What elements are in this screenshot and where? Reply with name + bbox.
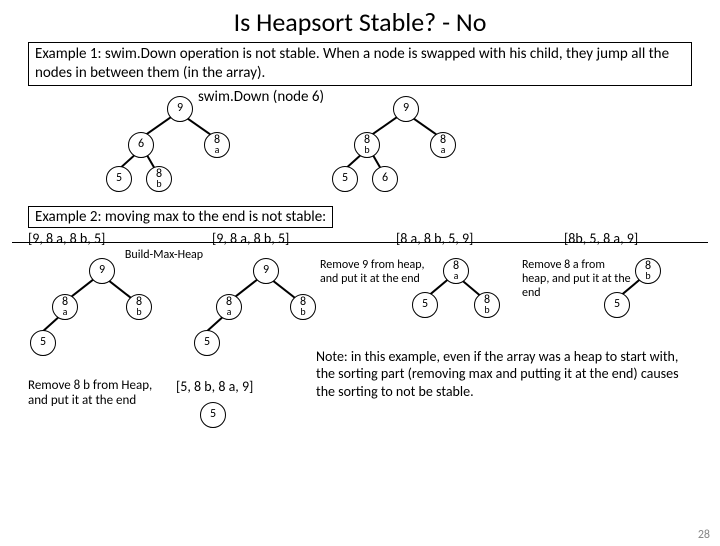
note: Note: in this example, even if the array…	[316, 348, 696, 401]
tc-n2: 5	[412, 292, 438, 318]
arr5: [5, 8 b, 8 a, 9]	[176, 378, 253, 395]
ta-n4: 5	[30, 330, 56, 356]
te-n1: 5	[200, 402, 226, 428]
example2-label: Example 2: moving max to the end is not …	[28, 206, 333, 228]
ta-n1: 9	[89, 258, 115, 284]
e1-r-n5: 6	[372, 166, 398, 192]
td-n2: 5	[604, 292, 630, 318]
tb-n3: 8b	[290, 294, 316, 320]
arr2: [9, 8 a, 8 b, 5]	[212, 230, 289, 247]
e1-l-n2: 6	[128, 132, 154, 158]
example2-stage: [9, 8 a, 8 b, 5] [9, 8 a, 8 b, 5] [8 a, …	[0, 230, 720, 490]
ta-n3: 8b	[126, 294, 152, 320]
e1-r-n2: 8b	[354, 132, 380, 158]
step1: Build-Max-Heap	[104, 248, 224, 262]
swim-label: swim.Down (node 6)	[198, 88, 324, 106]
tc-n3: 8b	[474, 292, 500, 318]
e1-r-n3: 8a	[430, 132, 456, 158]
tb-n2: 8a	[216, 294, 242, 320]
arr4: [8b, 5, 8 a, 9]	[564, 230, 638, 247]
ta-n2: 8a	[52, 294, 78, 320]
e1-l-n5: 8b	[146, 166, 172, 192]
e1-r-n1: 9	[393, 96, 419, 122]
arr1: [9, 8 a, 8 b, 5]	[28, 230, 105, 247]
td-n1: 8b	[635, 258, 661, 284]
e1-l-n3: 8a	[204, 132, 230, 158]
arr3: [8 a, 8 b, 5, 9]	[396, 230, 473, 247]
tb-n4: 5	[194, 330, 220, 356]
e1-l-n1: 9	[167, 96, 193, 122]
tc-n1: 8a	[443, 258, 469, 284]
e1-l-n4: 5	[106, 166, 132, 192]
e1-r-n4: 5	[332, 166, 358, 192]
page-title: Is Heapsort Stable? - No	[0, 6, 720, 38]
step2: Remove 9 from heap, and put it at the en…	[320, 258, 430, 286]
example1-stage: swim.Down (node 6) 9 6 8a 5 8b 9 8b 8a 5…	[0, 88, 720, 202]
step4: Remove 8 b from Heap, and put it at the …	[28, 378, 158, 408]
example1-box: Example 1: swim.Down operation is not st…	[28, 42, 692, 86]
tb-n1: 9	[253, 258, 279, 284]
